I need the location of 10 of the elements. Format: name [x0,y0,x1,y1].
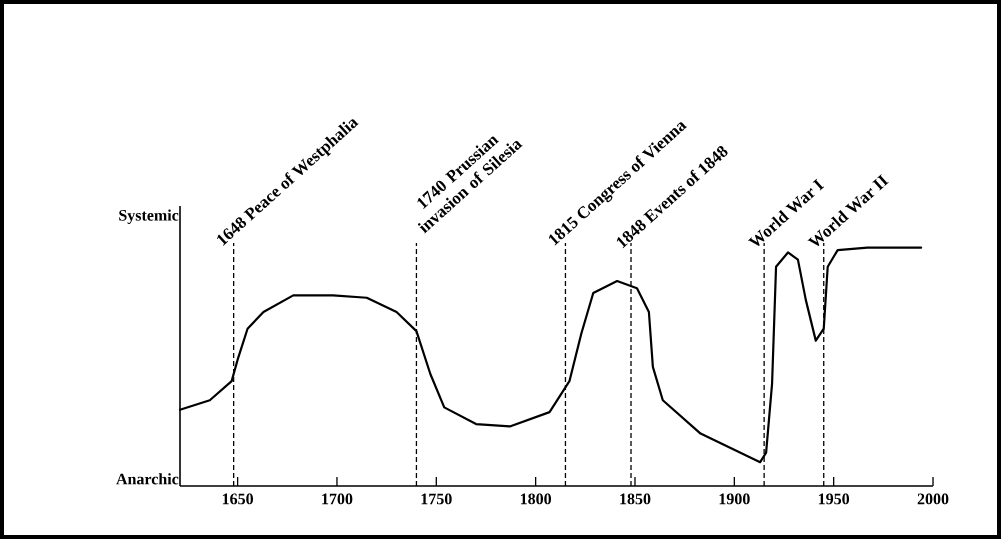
x-tick-label: 1950 [818,493,850,505]
text: Anarchic [116,473,179,485]
x-tick-label: 1650 [222,493,254,505]
x-tick-label: 1850 [620,493,651,505]
text: Systemic [119,209,179,224]
x-tick-label: 1900 [719,493,750,505]
x-tick-label: 1700 [322,493,353,505]
x-tick-label: 1750 [421,493,452,505]
x-tick-label: 1800 [520,493,552,505]
x-tick-label: 2000 [917,493,949,505]
